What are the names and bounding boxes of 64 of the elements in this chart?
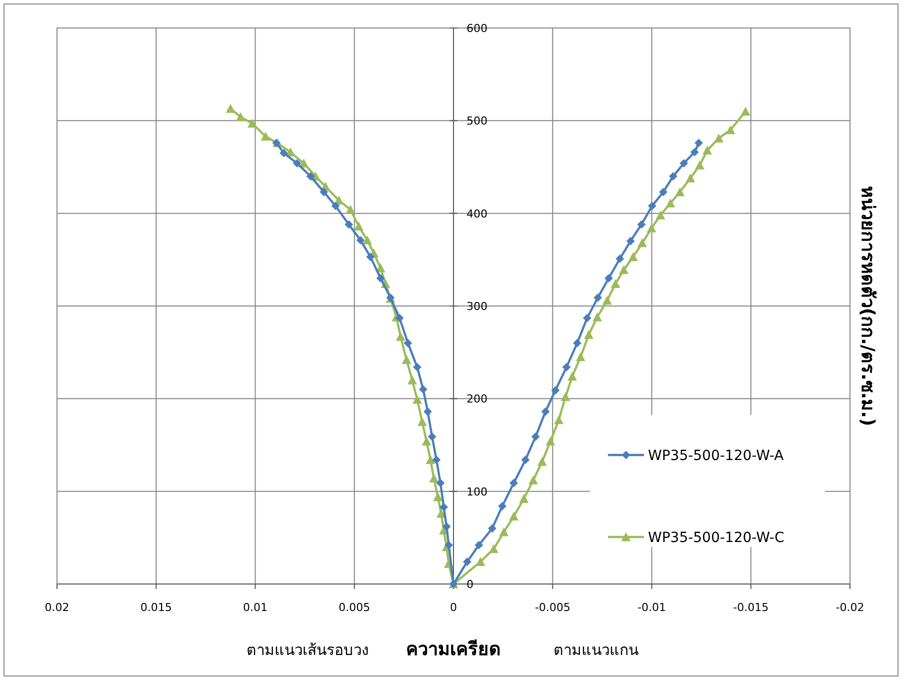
x-axis-title: ความเครียด [406,639,501,660]
x-tick-label: 0.02 [44,601,70,614]
point [626,236,635,246]
x-tick-label: 0.005 [338,601,370,614]
x-tick-label: -0.01 [638,601,666,614]
point [376,274,385,282]
point [668,172,678,180]
point [462,558,472,566]
x-tick-label: -0.02 [836,601,864,614]
point [510,478,518,488]
y-tick-label: 600 [466,22,488,35]
point [680,159,688,168]
point [424,407,432,416]
point [432,456,441,464]
point [444,540,453,550]
point [442,522,451,531]
point [690,148,699,156]
point [428,432,436,441]
y-tick-label: 300 [466,300,488,313]
point [616,254,624,263]
point [436,478,445,488]
point [306,172,315,180]
y-axis-title: หน่วยการหดตัว(กก./ตร.ซ.ม.) [857,186,878,426]
y-tick-label: 500 [466,114,488,128]
point [531,432,540,441]
point [551,386,560,395]
point [440,502,448,512]
text: ตามแนวแกน [554,641,638,659]
point [541,407,550,416]
point [582,314,592,322]
point [344,220,354,229]
point [418,385,428,394]
point [694,138,703,148]
point [521,456,530,464]
point [331,202,340,210]
point [562,362,571,372]
x-tick-label: 0.015 [140,601,172,614]
text: ตามแนวเส้นรอบวง [246,641,368,659]
point [356,236,365,244]
x-tick-label: 0 [450,601,457,614]
point [498,502,506,510]
x-tick-label: -0.015 [733,601,769,614]
legend-label: WP35-500-120-W-C [648,530,784,546]
point [404,338,412,348]
y-tick-label: 400 [466,207,488,220]
point [648,202,656,210]
y-tick-label: 100 [466,485,488,498]
y-tick-label: 200 [466,392,488,406]
point [659,188,668,196]
point [604,274,613,282]
point [292,159,302,168]
x-tick-label: -0.005 [534,601,570,614]
point [366,252,375,262]
point [395,314,404,322]
legend-label: WP35-500-120-W-A [648,448,784,464]
point [413,362,422,372]
point [594,293,602,302]
point [573,338,582,348]
point [637,220,646,229]
point [488,524,496,533]
x-tick-label: 0.01 [243,601,268,614]
point [474,540,484,550]
point [280,148,288,158]
point [320,188,328,196]
